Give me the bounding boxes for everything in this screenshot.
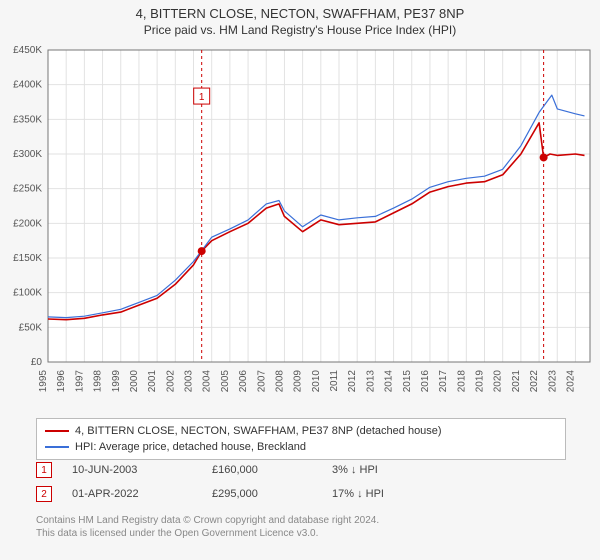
svg-text:£250K: £250K	[13, 184, 42, 195]
svg-text:£150K: £150K	[13, 253, 42, 264]
sale-price: £160,000	[212, 464, 332, 476]
sale-badge: 1	[36, 462, 52, 478]
chart-subtitle: Price paid vs. HM Land Registry's House …	[0, 23, 600, 37]
svg-text:£50K: £50K	[19, 322, 43, 333]
svg-text:2020: 2020	[493, 370, 504, 393]
legend-swatch	[45, 430, 69, 432]
svg-text:2005: 2005	[220, 370, 231, 393]
sale-date: 01-APR-2022	[72, 488, 212, 500]
svg-text:2017: 2017	[438, 370, 449, 393]
svg-text:1999: 1999	[111, 370, 122, 393]
svg-text:2003: 2003	[184, 370, 195, 393]
svg-text:2015: 2015	[402, 370, 413, 393]
svg-text:2016: 2016	[420, 370, 431, 393]
attribution-line: Contains HM Land Registry data © Crown c…	[36, 514, 379, 527]
svg-text:2000: 2000	[129, 370, 140, 393]
svg-text:2010: 2010	[311, 370, 322, 393]
title-area: 4, BITTERN CLOSE, NECTON, SWAFFHAM, PE37…	[0, 0, 600, 37]
svg-text:£100K: £100K	[13, 288, 42, 299]
svg-text:£400K: £400K	[13, 80, 42, 91]
legend-label: 4, BITTERN CLOSE, NECTON, SWAFFHAM, PE37…	[75, 425, 442, 437]
svg-text:2008: 2008	[274, 370, 285, 393]
legend-swatch	[45, 446, 69, 448]
svg-text:2004: 2004	[202, 370, 213, 393]
svg-text:2009: 2009	[293, 370, 304, 393]
svg-text:2014: 2014	[384, 370, 395, 393]
svg-text:£300K: £300K	[13, 149, 42, 160]
svg-text:2002: 2002	[165, 370, 176, 393]
legend-label: HPI: Average price, detached house, Brec…	[75, 441, 306, 453]
chart-plot: £0 £50K £100K £150K £200K £250K £300K £350K £400…	[0, 42, 600, 412]
svg-text:2006: 2006	[238, 370, 249, 393]
svg-text:2018: 2018	[456, 370, 467, 393]
sale-diff: 17% ↓ HPI	[332, 488, 384, 500]
svg-text:2007: 2007	[256, 370, 267, 393]
svg-text:2012: 2012	[347, 370, 358, 393]
svg-text:1996: 1996	[56, 370, 67, 393]
svg-text:2023: 2023	[547, 370, 558, 393]
svg-text:1995: 1995	[38, 370, 49, 393]
sale-row: 1 10-JUN-2003 £160,000 3% ↓ HPI	[36, 462, 378, 478]
sale-date: 10-JUN-2003	[72, 464, 212, 476]
svg-text:£0: £0	[31, 357, 43, 368]
svg-text:1997: 1997	[74, 370, 85, 393]
legend-item: HPI: Average price, detached house, Brec…	[45, 439, 557, 455]
svg-text:2019: 2019	[475, 370, 486, 393]
attribution-line: This data is licensed under the Open Gov…	[36, 527, 379, 540]
svg-text:1998: 1998	[93, 370, 104, 393]
svg-text:£350K: £350K	[13, 114, 42, 125]
chart-container: 4, BITTERN CLOSE, NECTON, SWAFFHAM, PE37…	[0, 0, 600, 560]
sale-diff: 3% ↓ HPI	[332, 464, 378, 476]
sale-price: £295,000	[212, 488, 332, 500]
svg-text:£200K: £200K	[13, 218, 42, 229]
attribution: Contains HM Land Registry data © Crown c…	[36, 514, 379, 540]
chart-title: 4, BITTERN CLOSE, NECTON, SWAFFHAM, PE37…	[0, 6, 600, 21]
svg-text:2022: 2022	[529, 370, 540, 393]
svg-text:2024: 2024	[565, 370, 576, 393]
sale-row: 2 01-APR-2022 £295,000 17% ↓ HPI	[36, 486, 384, 502]
svg-text:2013: 2013	[365, 370, 376, 393]
legend-item: 4, BITTERN CLOSE, NECTON, SWAFFHAM, PE37…	[45, 423, 557, 439]
legend: 4, BITTERN CLOSE, NECTON, SWAFFHAM, PE37…	[36, 418, 566, 460]
svg-text:£450K: £450K	[13, 45, 42, 56]
svg-text:1: 1	[199, 92, 205, 103]
svg-text:2001: 2001	[147, 370, 158, 393]
svg-text:2021: 2021	[511, 370, 522, 393]
sale-badge: 2	[36, 486, 52, 502]
svg-text:2011: 2011	[329, 370, 340, 392]
